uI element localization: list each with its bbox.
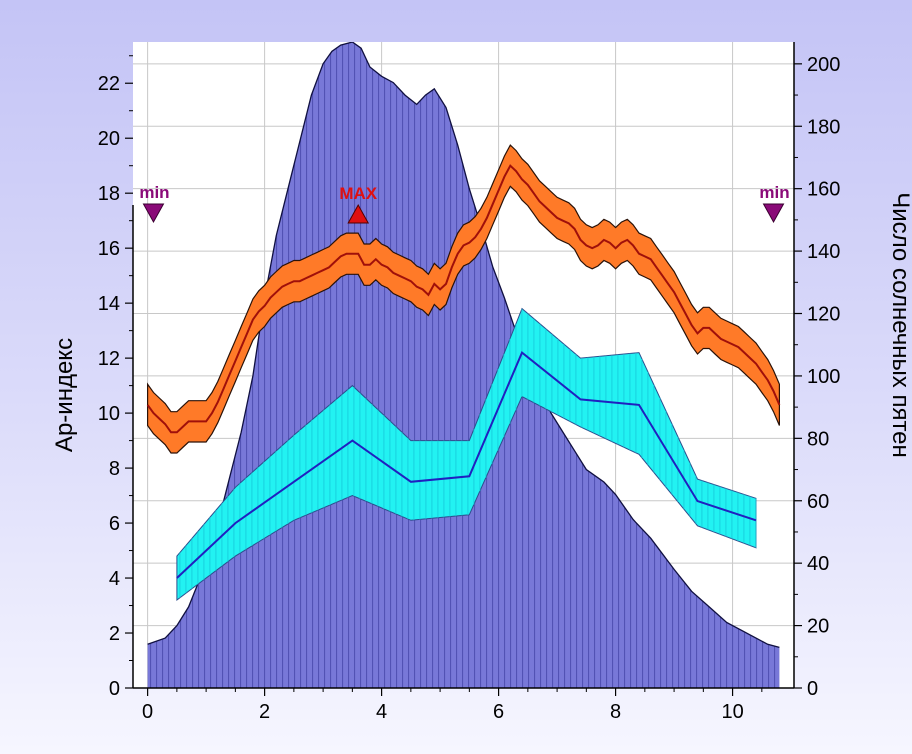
y-left-tick-label: 8 bbox=[109, 458, 120, 480]
ap-band bbox=[146, 144, 781, 454]
cycle-markers: min MAX min bbox=[139, 183, 790, 224]
y-left-tick-label: 18 bbox=[98, 183, 120, 205]
axes: 0 2 4 6 8 10024681012141618202202040608010012… bbox=[98, 42, 840, 723]
y-left-tick-label: 6 bbox=[109, 513, 120, 535]
min-marker-label: min bbox=[139, 183, 169, 202]
y-right-tick-label: 100 bbox=[807, 366, 840, 388]
y-left-tick-label: 4 bbox=[109, 568, 120, 590]
y-right-tick-label: 200 bbox=[807, 54, 840, 76]
x-tick-label: 10 bbox=[721, 701, 743, 723]
y-left-tick-label: 10 bbox=[98, 403, 120, 425]
min-marker-label: min bbox=[759, 183, 789, 202]
y-right-tick-label: 60 bbox=[807, 491, 829, 513]
sunspot-hatch bbox=[150, 43, 776, 688]
sunspot-area-fill bbox=[147, 42, 780, 688]
ap-band-fill bbox=[147, 144, 781, 454]
y-left-tick-label: 14 bbox=[98, 293, 120, 315]
y-right-tick-label: 20 bbox=[807, 616, 829, 638]
max-marker bbox=[347, 203, 370, 224]
y-right-tick-label: 120 bbox=[807, 304, 840, 326]
y-right-tick-label: 80 bbox=[807, 428, 829, 450]
x-tick-label: 0 bbox=[142, 701, 153, 723]
x-tick-label: 6 bbox=[493, 701, 504, 723]
max-marker-label: MAX bbox=[339, 184, 377, 203]
x-tick-label: 4 bbox=[376, 701, 387, 723]
y-left-tick-label: 22 bbox=[98, 73, 120, 95]
y-axis-right-title: Число солнечных пятен bbox=[887, 192, 912, 458]
y-left-tick-label: 12 bbox=[98, 348, 120, 370]
x-tick-label: 8 bbox=[610, 701, 621, 723]
y-right-tick-label: 180 bbox=[807, 116, 840, 138]
cyan-line bbox=[176, 350, 757, 579]
y-left-tick-label: 0 bbox=[109, 678, 120, 700]
y-right-tick-label: 160 bbox=[807, 179, 840, 201]
y-right-tick-label: 0 bbox=[807, 678, 818, 700]
min-marker bbox=[762, 203, 785, 224]
ap-line bbox=[146, 164, 781, 434]
y-right-tick-label: 140 bbox=[807, 241, 840, 263]
cyan-band bbox=[176, 307, 757, 602]
y-left-tick-label: 20 bbox=[98, 128, 120, 150]
y-left-tick-label: 2 bbox=[109, 623, 120, 645]
y-right-tick-label: 40 bbox=[807, 553, 829, 575]
min-marker bbox=[142, 203, 165, 224]
y-left-tick-label: 16 bbox=[98, 238, 120, 260]
y-axis-left-title: Ap-индекс bbox=[51, 338, 78, 452]
x-tick-label: 2 bbox=[259, 701, 270, 723]
